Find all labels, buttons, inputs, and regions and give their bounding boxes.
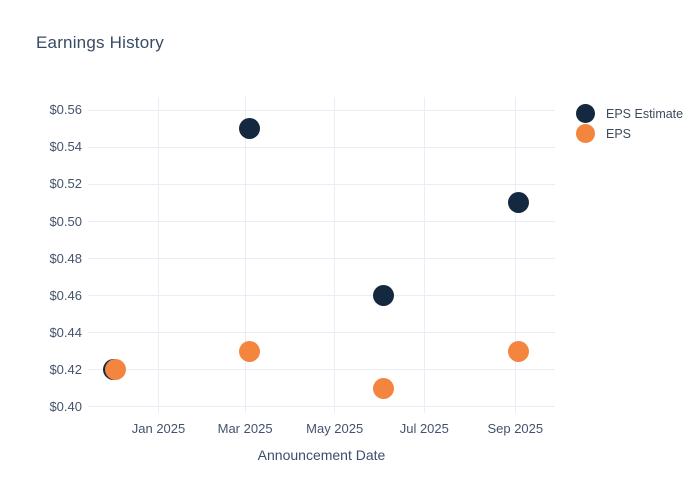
legend-label: EPS [606,126,632,141]
y-tick-label: $0.46 [49,287,82,303]
h-gridline [88,295,555,297]
x-tick-label: May 2025 [306,421,364,436]
legend-item-eps-estimate[interactable]: EPS Estimate [576,104,683,123]
scatter-point-eps[interactable] [105,359,127,381]
x-axis-title: Announcement Date [257,447,386,463]
x-tick-label: Jan 2025 [131,421,186,436]
h-gridline [88,369,555,371]
h-gridline [88,146,555,148]
legend-item-eps[interactable]: EPS [576,124,683,143]
y-tick-label: $0.42 [49,361,82,377]
h-gridline [88,221,555,222]
h-gridline [88,332,555,334]
v-gridline [158,97,159,413]
h-gridline [88,109,555,111]
h-gridline [88,258,555,259]
scatter-point-eps[interactable] [239,340,260,362]
legend-label: EPS Estimate [606,106,684,121]
chart-title: Earnings History [36,33,164,52]
y-tick-label: $0.52 [49,176,82,192]
y-tick-label: $0.40 [49,398,82,414]
y-tick-label: $0.44 [49,324,82,340]
scatter-point-eps-estimate[interactable] [239,118,260,140]
legend: EPS Estimate EPS [576,104,683,144]
v-gridline [244,97,246,413]
v-gridline [514,97,516,413]
y-tick-label: $0.50 [49,213,82,229]
y-tick-label: $0.54 [49,139,82,155]
scatter-point-eps-estimate[interactable] [507,192,529,214]
legend-marker-icon [576,104,595,123]
x-tick-label: Mar 2025 [217,421,273,436]
v-gridline [423,97,425,413]
h-gridline [88,406,555,408]
legend-marker-icon [576,124,595,143]
v-gridline [334,97,336,413]
scatter-point-eps[interactable] [507,340,529,362]
h-gridline [88,183,555,185]
y-tick-label: $0.56 [49,102,82,118]
x-tick-label: Sep 2025 [487,421,544,436]
y-tick-label: $0.48 [49,250,82,266]
scatter-point-eps-estimate[interactable] [372,285,394,307]
scatter-point-eps[interactable] [372,377,394,399]
x-tick-label: Jul 2025 [399,421,449,436]
